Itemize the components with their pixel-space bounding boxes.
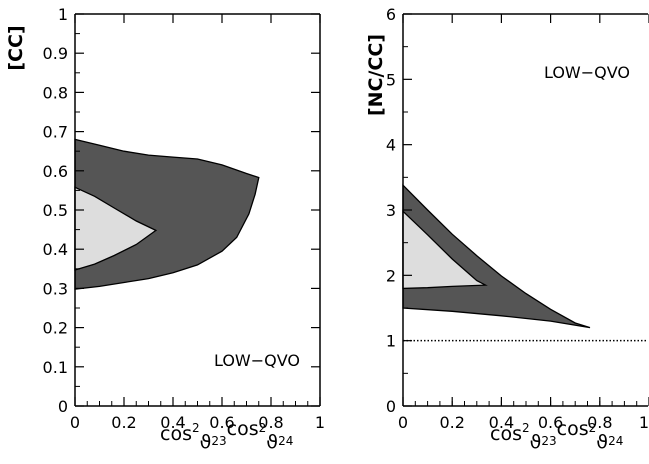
x-tick-label: 0.8	[587, 413, 612, 432]
y-tick-label: 0.4	[43, 240, 68, 259]
y-tick-label: 0.3	[43, 279, 68, 298]
y-tick-label: 0.8	[43, 83, 68, 102]
panel-nc-cc: 0 1 2 3 4 5 6 0 0.2 0.4 0.6 0.8 1 [NC/CC] cos2ϑ23cos2ϑ…	[365, 5, 649, 453]
x-axis-label: cos2ϑ23cos2ϑ24	[160, 418, 293, 453]
x-tick-label: 0.2	[111, 413, 136, 432]
y-tick-label: 3	[386, 201, 396, 220]
x-tick-label: 0	[70, 413, 80, 432]
outer-region	[402, 183, 591, 329]
inner-region	[74, 186, 158, 271]
y-tick-label: 0.5	[43, 201, 68, 220]
inner-region	[402, 209, 488, 290]
y-tick-label: 0.7	[43, 123, 68, 142]
y-axis-label: [CC]	[5, 25, 27, 70]
x-tick-label: 0.8	[258, 413, 283, 432]
y-tick-label: 0.1	[43, 358, 68, 377]
y-tick-label: 0.9	[43, 44, 68, 63]
panel-cc: 0 0.1 0.2 0.3 0.4 0.5 0.6 0.7 0.8 0.9 1 0 0.2 0.4 0.6 0…	[5, 5, 325, 453]
annotation-label: LOW−QVO	[544, 63, 630, 82]
y-tick-label: 5	[386, 70, 396, 89]
x-axis-label: cos2ϑ23cos2ϑ24	[490, 418, 623, 453]
y-tick-label: 0	[58, 397, 68, 416]
y-tick-label: 1	[58, 5, 68, 24]
x-tick-label: 0.6	[209, 413, 234, 432]
y-tick-label: 0.6	[43, 162, 68, 181]
y-tick-label: 1	[386, 332, 396, 351]
x-tick-label: 0.2	[439, 413, 464, 432]
x-tick-label: 0.6	[538, 413, 563, 432]
x-tick-label: 0	[398, 413, 408, 432]
x-tick-label: 1	[315, 413, 325, 432]
y-tick-label: 4	[386, 136, 396, 155]
x-tick-label: 1	[639, 413, 649, 432]
x-tick-label: 0.4	[489, 413, 514, 432]
y-tick-label: 6	[386, 5, 396, 24]
y-tick-label: 0	[386, 397, 396, 416]
x-tick-label: 0.4	[160, 413, 185, 432]
y-tick-label: 0.2	[43, 319, 68, 338]
annotation-label: LOW−QVO	[214, 351, 300, 370]
y-tick-label: 2	[386, 266, 396, 285]
y-axis-label: [NC/CC]	[365, 34, 387, 116]
